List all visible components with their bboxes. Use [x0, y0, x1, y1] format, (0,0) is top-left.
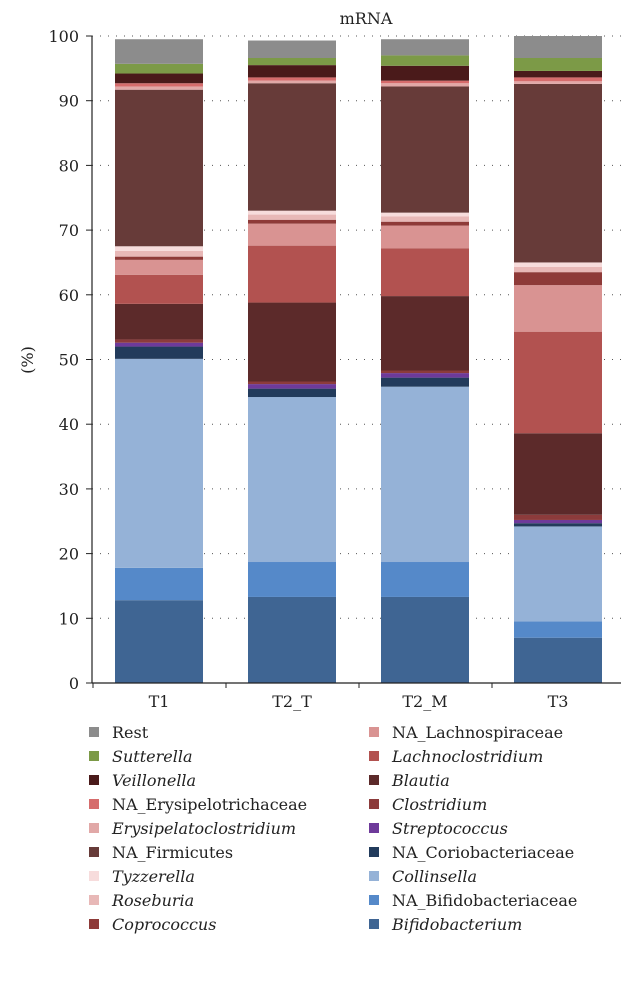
- bar-segment: [514, 433, 602, 515]
- bar-segment: [115, 346, 203, 359]
- bar-segment: [248, 388, 336, 398]
- bar-segment: [381, 86, 469, 213]
- axes: T1 T2_T T2_M T3 0 10 20 30 40 50 60 70 80 90 100: [48, 27, 621, 711]
- y-tick-label: 90: [59, 92, 79, 111]
- bar-segment: [514, 70, 602, 78]
- bar-segment: [248, 40, 336, 58]
- bar-segment: [115, 259, 203, 275]
- bar-segment: [381, 80, 469, 84]
- bar-segment: [248, 83, 336, 211]
- bar-segment: [514, 272, 602, 286]
- bar-stack: [381, 39, 469, 683]
- bar-segment: [115, 303, 203, 340]
- x-tick-label: T1: [149, 692, 170, 711]
- bar-segment: [115, 39, 203, 64]
- bar-segment: [248, 384, 336, 389]
- bar-segment: [514, 262, 602, 267]
- bar-segment: [381, 212, 469, 217]
- bar-segment: [115, 339, 203, 343]
- bar-segment: [248, 302, 336, 382]
- x-tick-label: T2_M: [402, 692, 447, 711]
- bar-segment: [115, 86, 203, 90]
- bar-stacks: [115, 36, 602, 683]
- bar-segment: [514, 331, 602, 434]
- bar-segment: [381, 248, 469, 297]
- bar-segment: [381, 225, 469, 249]
- bar-segment: [514, 36, 602, 58]
- bar-segment: [381, 296, 469, 371]
- bar-segment: [381, 562, 469, 597]
- bar-segment: [514, 514, 602, 520]
- chart-title: mRNA: [340, 9, 393, 28]
- x-tick-label: T2_T: [272, 692, 312, 711]
- y-tick-label: 50: [59, 351, 79, 370]
- bar-segment: [514, 285, 602, 332]
- bar-segment: [381, 65, 469, 81]
- bar-segment: [381, 370, 469, 374]
- bar-segment: [514, 621, 602, 638]
- bar-segment: [514, 519, 602, 524]
- bar-segment: [514, 526, 602, 622]
- bar-segment: [381, 386, 469, 563]
- bar-segment: [248, 219, 336, 224]
- bar-segment: [514, 523, 602, 527]
- bar-segment: [514, 266, 602, 273]
- bar-segment: [248, 210, 336, 215]
- bar-segment: [115, 256, 203, 260]
- bar-segment: [514, 77, 602, 82]
- bar-segment: [115, 342, 203, 347]
- bar-segment: [115, 89, 203, 247]
- bar-segment: [514, 637, 602, 683]
- bar-segment: [115, 63, 203, 74]
- y-axis-label: (%): [18, 346, 37, 374]
- bar-segment: [248, 397, 336, 563]
- bar-segment: [381, 55, 469, 66]
- bar-segment: [115, 83, 203, 87]
- bar-segment: [381, 216, 469, 222]
- y-tick-label: 20: [59, 545, 79, 564]
- bar-segment: [115, 600, 203, 683]
- bar-segment: [115, 358, 203, 568]
- bar-segment: [248, 245, 336, 303]
- y-tick-label: 40: [59, 415, 79, 434]
- x-tick-label: T3: [548, 692, 569, 711]
- bar-segment: [248, 596, 336, 683]
- bar-stack: [115, 39, 203, 683]
- y-tick-label: 60: [59, 286, 79, 305]
- bar-segment: [381, 39, 469, 56]
- bar-segment: [248, 57, 336, 66]
- bar-segment: [248, 77, 336, 81]
- bar-segment: [381, 373, 469, 378]
- y-tick-label: 70: [59, 221, 79, 240]
- bar-segment: [381, 221, 469, 226]
- bar-stack: [514, 36, 602, 683]
- bar-segment: [248, 65, 336, 78]
- bar-segment: [514, 83, 602, 263]
- bar-segment: [248, 562, 336, 597]
- y-tick-label: 10: [59, 609, 79, 628]
- y-tick-label: 80: [59, 156, 79, 175]
- bar-segment: [115, 567, 203, 601]
- bar-segment: [381, 377, 469, 387]
- y-tick-label: 100: [48, 27, 79, 46]
- y-tick-label: 30: [59, 480, 79, 499]
- bar-segment: [514, 57, 602, 71]
- bar-segment: [115, 246, 203, 251]
- bar-segment: [115, 73, 203, 84]
- bar-segment: [248, 214, 336, 220]
- bar-segment: [514, 81, 602, 84]
- bar-segment: [381, 83, 469, 87]
- bar-segment: [115, 250, 203, 257]
- y-tick-label: 0: [69, 674, 79, 693]
- bar-segment: [381, 596, 469, 683]
- bar-segment: [115, 274, 203, 304]
- bar-segment: [248, 381, 336, 385]
- bar-segment: [248, 223, 336, 246]
- bar-segment: [248, 80, 336, 84]
- bar-stack: [248, 40, 336, 683]
